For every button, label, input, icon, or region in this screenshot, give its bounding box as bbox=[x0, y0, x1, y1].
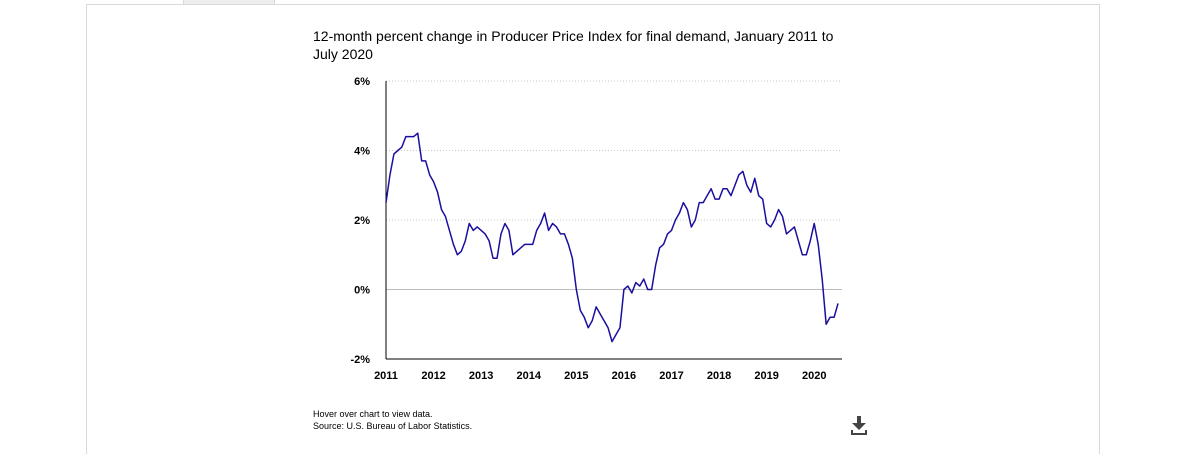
x-tick-label: 2020 bbox=[802, 370, 826, 382]
source-note: Source: U.S. Bureau of Labor Statistics. bbox=[313, 421, 473, 431]
x-tick-label: 2018 bbox=[707, 370, 731, 382]
x-tick-label: 2015 bbox=[564, 370, 588, 382]
y-tick-label: -2% bbox=[350, 354, 370, 366]
x-tick-label: 2011 bbox=[374, 370, 398, 382]
chart-frame bbox=[86, 4, 1100, 454]
y-tick-label: 4% bbox=[354, 146, 370, 158]
x-tick-label: 2017 bbox=[659, 370, 683, 382]
y-tick-label: 6% bbox=[354, 76, 370, 88]
chart-title: 12-month percent change in Producer Pric… bbox=[313, 28, 834, 62]
hover-note: Hover over chart to view data. bbox=[313, 409, 433, 419]
ppi-line-chart[interactable]: 6% 4% 2% 0% -2% 2011 2012 2013 2014 2015 2016 2017… bbox=[0, 0, 1192, 440]
grid-lines bbox=[386, 80, 842, 290]
y-tick-label: 0% bbox=[354, 285, 370, 297]
tab[interactable] bbox=[183, 0, 275, 5]
y-tick-label: 2% bbox=[354, 215, 370, 227]
x-axis: 2011 2012 2013 2014 2015 2016 2017 2018 2019 2020 bbox=[374, 358, 842, 382]
series-line-ppi[interactable] bbox=[385, 132, 839, 343]
x-tick-label: 2019 bbox=[754, 370, 778, 382]
x-tick-label: 2013 bbox=[469, 370, 493, 382]
download-icon bbox=[851, 416, 867, 435]
x-tick-label: 2016 bbox=[612, 370, 636, 382]
x-tick-label: 2014 bbox=[517, 370, 542, 382]
y-axis: 6% 4% 2% 0% -2% bbox=[350, 76, 387, 366]
x-tick-label: 2012 bbox=[421, 370, 445, 382]
download-button[interactable] bbox=[849, 415, 869, 437]
